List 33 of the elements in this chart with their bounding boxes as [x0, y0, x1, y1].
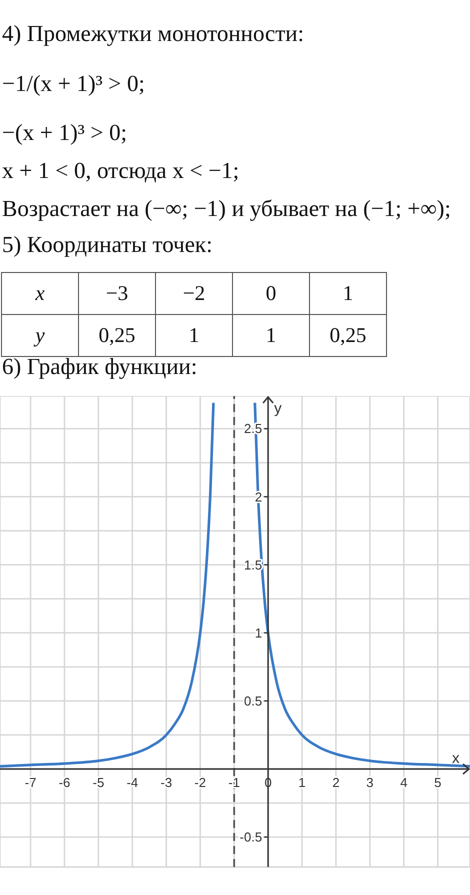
x-axis-title: x: [452, 750, 460, 767]
x-tick-label: -1: [228, 774, 240, 790]
text: y: [35, 323, 45, 347]
x-tick-label: 1: [298, 774, 306, 790]
x-tick-label: -7: [24, 774, 36, 790]
text: Возрастает на (−∞; −1) и убывает на (−1; +∞);: [2, 196, 451, 221]
y-tick-label: 1: [254, 625, 262, 640]
text: −1/(x + 1)³ > 0;: [2, 71, 145, 96]
text: x + 1 < 0, отсюда x < −1;: [2, 158, 240, 183]
text: 1: [342, 281, 354, 305]
y-axis-title: y: [274, 400, 282, 417]
text: 1: [188, 323, 200, 347]
x-tick-label: 2: [332, 774, 340, 790]
x-tick-label: 5: [434, 774, 442, 790]
text: 5) Координаты точек:: [2, 232, 212, 257]
text: −2: [182, 281, 206, 305]
y-tick-label: -0.5: [240, 830, 262, 845]
text: 0,25: [330, 323, 366, 347]
text: x: [35, 281, 45, 305]
x-tick-label: 3: [366, 774, 374, 790]
text: 0,25: [98, 323, 136, 347]
chart-title: 6) График функции:: [2, 354, 198, 379]
y-tick-label: 0.5: [244, 693, 262, 708]
x-tick-label: 4: [400, 774, 408, 790]
x-tick-label: -5: [92, 774, 104, 790]
text: 0: [266, 281, 276, 305]
x-tick-label: -4: [126, 774, 138, 790]
x-tick-label: -2: [194, 774, 206, 790]
text: −3: [106, 281, 128, 305]
text: 4) Промежутки монотонности:: [2, 21, 304, 46]
text: −(x + 1)³ > 0;: [2, 120, 128, 145]
x-tick-label: -3: [160, 774, 172, 790]
x-tick-label: -6: [58, 774, 70, 790]
